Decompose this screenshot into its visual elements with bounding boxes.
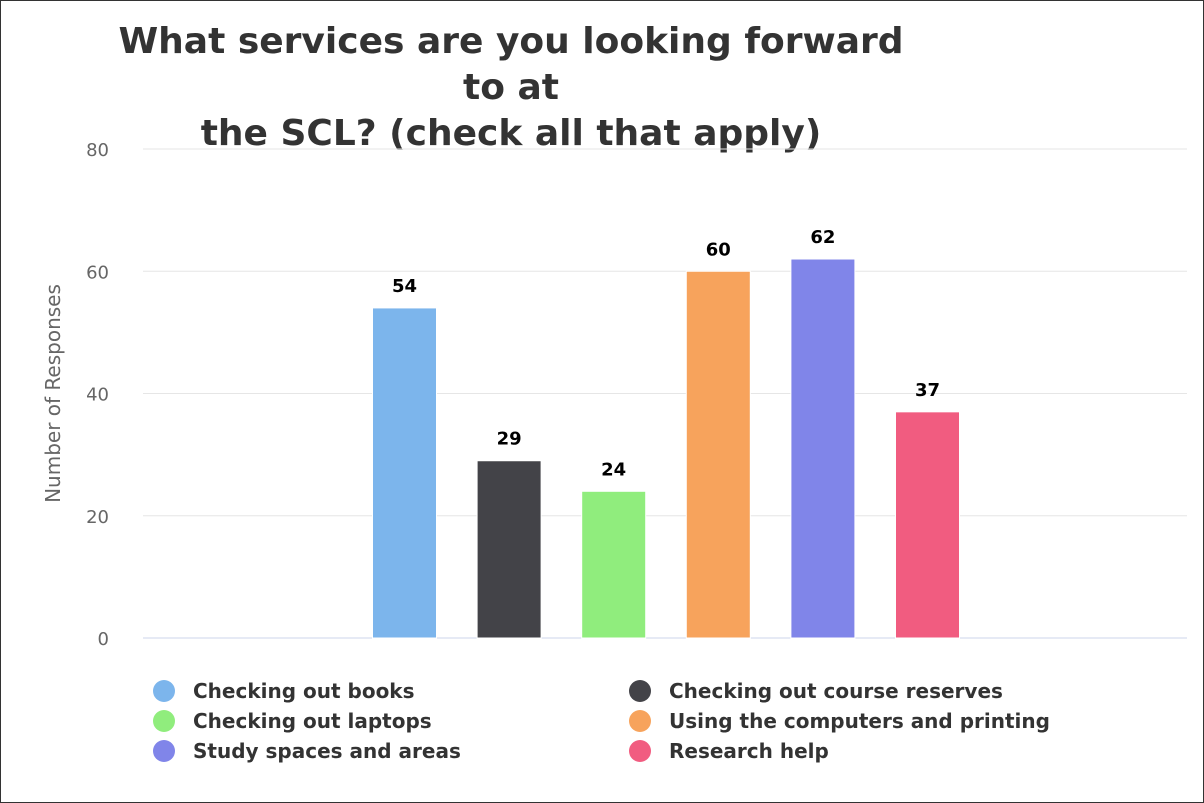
bar[interactable] [372,307,437,639]
legend-marker-icon [153,740,175,762]
legend-label: Checking out course reserves [669,679,1003,703]
legend-item[interactable]: Research help [629,737,829,765]
bars [372,258,960,639]
y-axis-ticks: 0 20 40 60 80 [86,140,109,650]
legend-label: Using the computers and printing [669,709,1050,733]
chart-title-line-1: What services are you looking forward to… [118,21,904,108]
legend-item[interactable]: Checking out course reserves [629,677,1003,705]
bar[interactable] [581,490,647,639]
bar[interactable] [685,270,751,639]
data-label: 60 [706,239,731,260]
data-labels: 54 29 24 60 62 37 [392,227,940,480]
legend-marker-icon [629,680,651,702]
y-tick-label: 0 [98,629,109,650]
chart-title-line-2: the SCL? (check all that apply) [200,113,822,154]
y-tick-label: 60 [86,262,109,283]
y-tick-label: 20 [86,507,109,528]
y-axis-title: Number of Responses [41,284,65,503]
legend-marker-icon [629,740,651,762]
grid-lines [143,148,1187,639]
data-label: 62 [810,227,835,248]
legend-item[interactable]: Study spaces and areas [153,737,461,765]
legend-item[interactable]: Using the computers and printing [629,707,1050,735]
legend-item[interactable]: Checking out books [153,677,415,705]
bar[interactable] [895,411,960,639]
data-label: 24 [601,459,626,480]
legend-marker-icon [153,710,175,732]
bar[interactable] [790,258,856,639]
y-tick-label: 40 [86,385,109,406]
legend-marker-icon [629,710,651,732]
legend-marker-icon [153,680,175,702]
data-label: 37 [915,380,940,401]
data-label: 29 [497,429,522,450]
y-tick-label: 80 [86,140,109,161]
data-label: 54 [392,276,417,297]
legend-label: Study spaces and areas [193,739,461,763]
bar[interactable] [476,460,542,639]
chart-title: What services are you looking forward to… [111,19,911,157]
legend-label: Checking out books [193,679,415,703]
legend-label: Checking out laptops [193,709,432,733]
legend-item[interactable]: Checking out laptops [153,707,432,735]
legend-label: Research help [669,739,829,763]
